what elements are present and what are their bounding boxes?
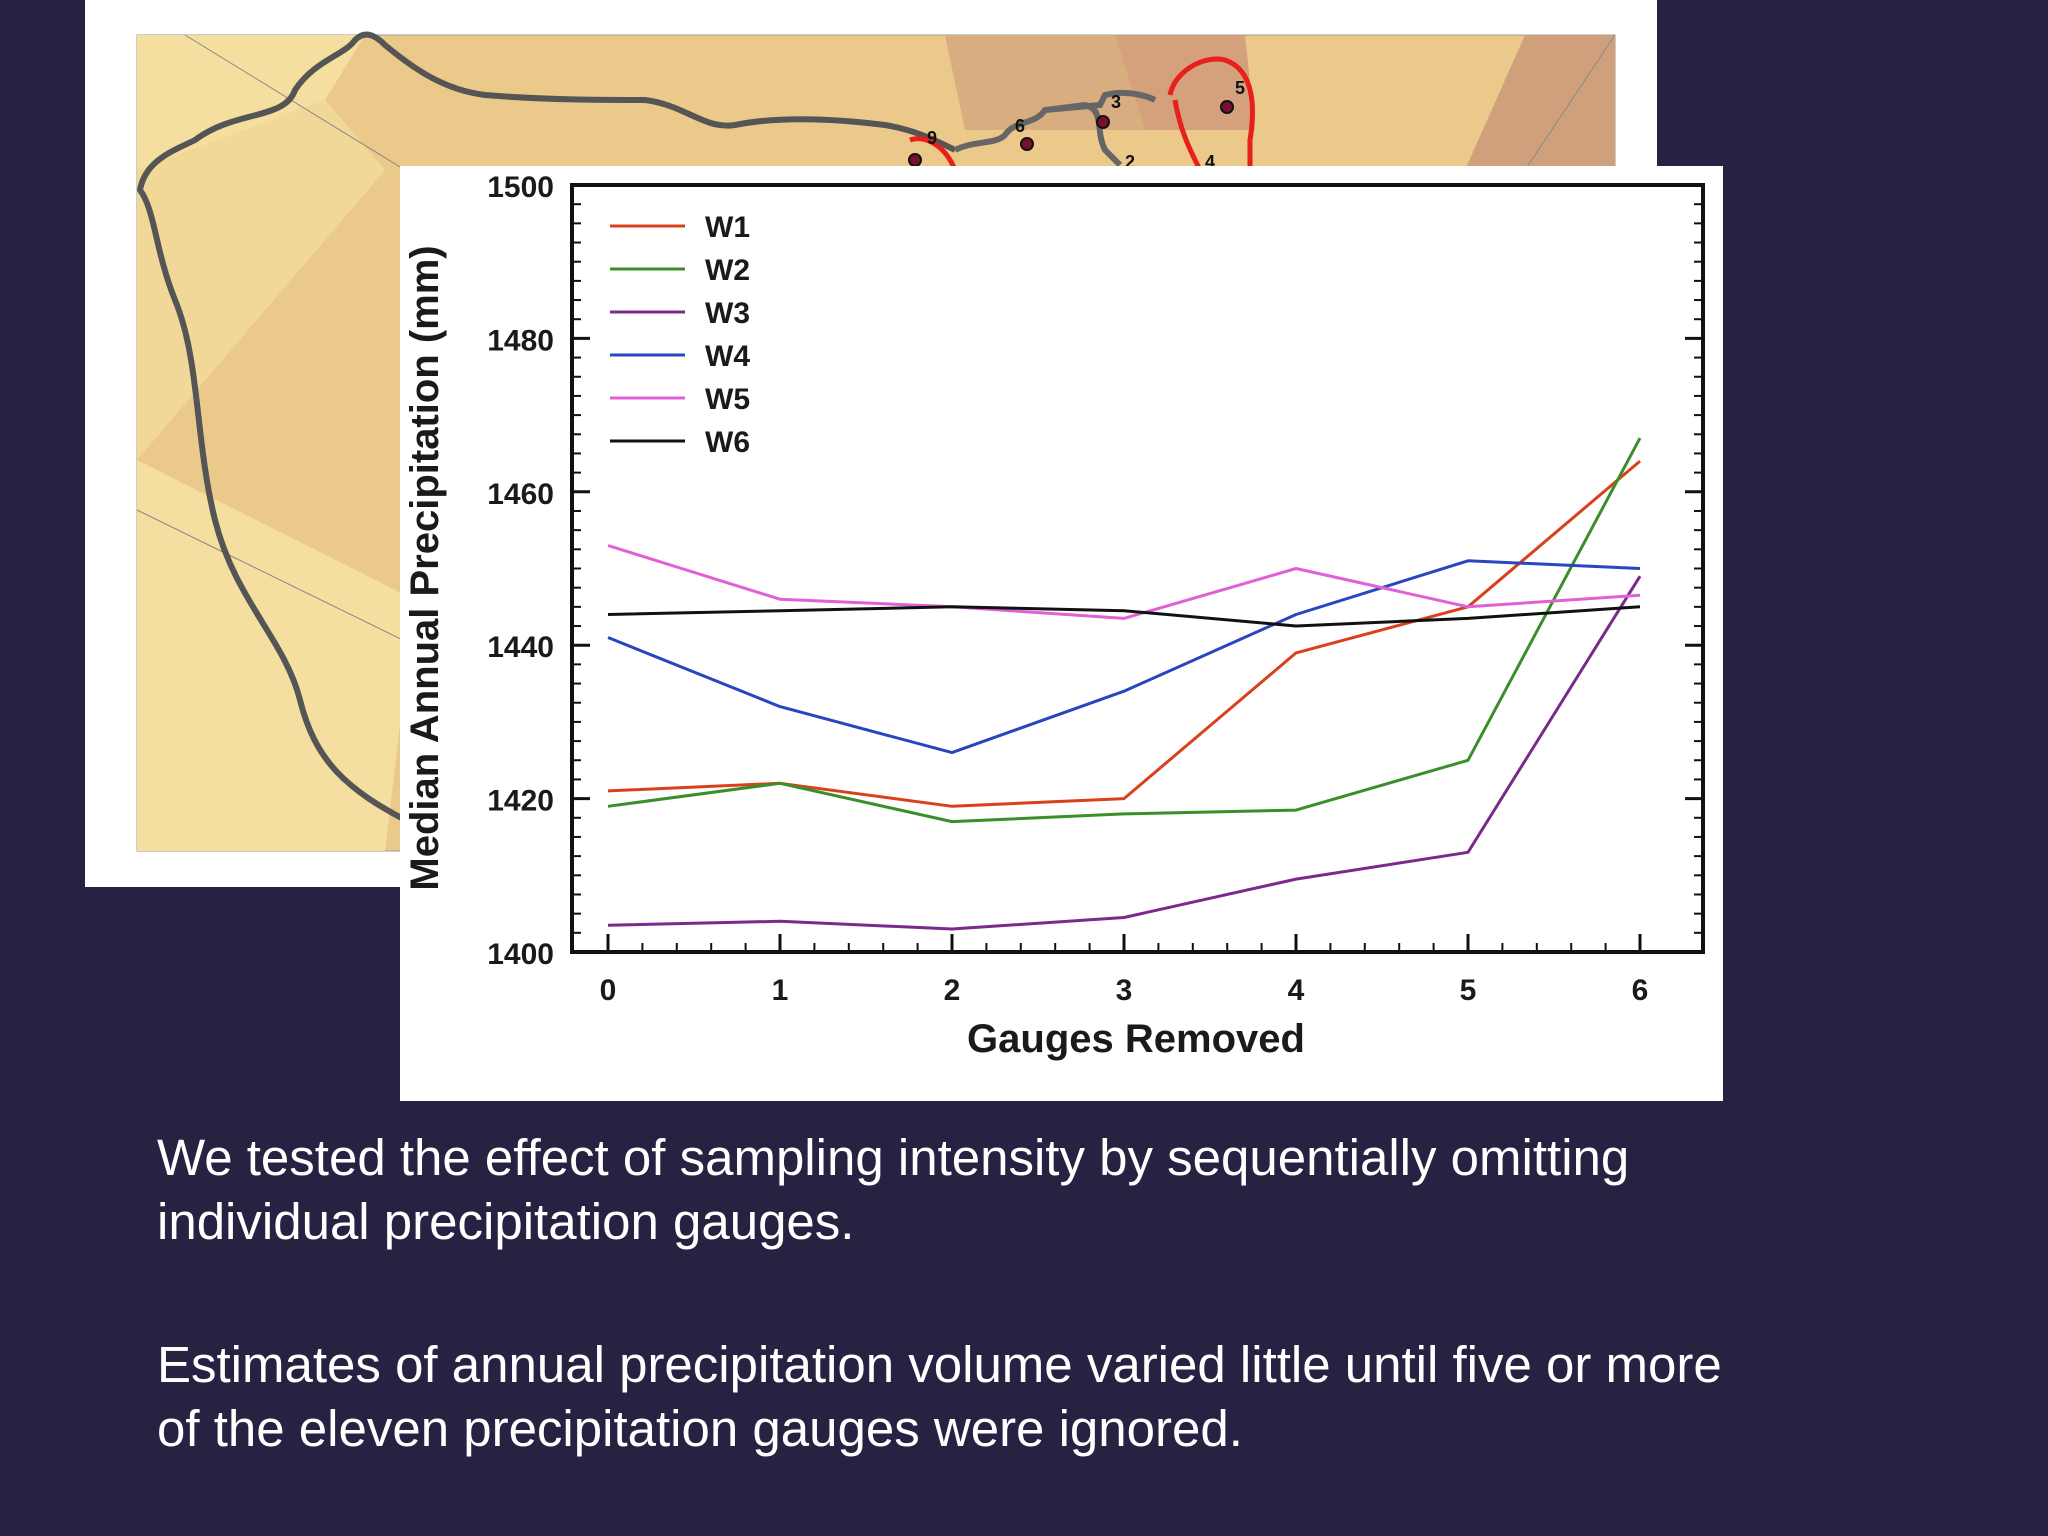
series-line-w3	[607, 575, 1642, 931]
gauge-point-9	[908, 153, 922, 167]
legend-label-w3: W3	[705, 297, 750, 330]
paragraph-estimates-line-2: of the eleven precipitation gauges were …	[157, 1400, 1243, 1457]
x-axis-label: Gauges Removed	[967, 1017, 1305, 1061]
map-region-light-3	[137, 460, 415, 851]
y-tick-label: 1460	[487, 478, 554, 511]
x-tick-label: 5	[1460, 974, 1477, 1007]
series-line-w4	[607, 559, 1641, 755]
gauge-point-6	[1020, 137, 1034, 151]
y-axis: 1400 1420 1440 1460 1480 1500	[487, 171, 1703, 971]
paragraph-sampling-line-2: individual precipitation gauges.	[157, 1193, 855, 1250]
legend-label-w6: W6	[705, 426, 750, 459]
gauge-label-9: 9	[927, 128, 937, 148]
legend-label-w4: W4	[705, 340, 750, 373]
map-road-2	[184, 34, 406, 171]
gauge-label-3: 3	[1111, 92, 1121, 112]
legend-label-w1: W1	[705, 211, 750, 244]
legend-label-w2: W2	[705, 254, 750, 287]
x-tick-label: 2	[944, 974, 961, 1007]
watershed-boundary	[137, 31, 957, 828]
paragraph-estimates-line-1: Estimates of annual precipitation volume…	[157, 1336, 1722, 1393]
series-line-w6	[607, 605, 1641, 628]
y-tick-label: 1440	[487, 631, 554, 664]
map-region-dark-1	[945, 35, 1145, 130]
x-tick-label: 6	[1632, 974, 1649, 1007]
legend: W1 W2 W3 W4 W5 W6	[610, 211, 750, 459]
gauge-point-3	[1096, 115, 1110, 129]
gauge-label-5: 5	[1235, 78, 1245, 98]
watershed-red-5	[1167, 56, 1255, 172]
series-line-w2	[607, 437, 1642, 824]
gauge-label-2: 2	[1125, 152, 1135, 172]
x-axis: 0 1 2 3 4 5 6	[600, 934, 1649, 1007]
series-lines	[607, 437, 1642, 931]
x-tick-label: 1	[772, 974, 789, 1007]
y-tick-label: 1400	[487, 938, 554, 971]
x-tick-label: 4	[1288, 974, 1305, 1007]
x-tick-label: 3	[1116, 974, 1133, 1007]
x-tick-label: 0	[600, 974, 617, 1007]
y-axis-label: Median Annual Precipitation (mm)	[403, 245, 447, 890]
paragraph-sampling: We tested the effect of sampling intensi…	[157, 1126, 1917, 1254]
gauge-label-4: 4	[1205, 152, 1215, 172]
gauge-point-5	[1220, 100, 1234, 114]
y-tick-label: 1420	[487, 785, 554, 818]
y-tick-label: 1500	[487, 171, 554, 204]
map-road-3	[1524, 34, 1616, 171]
map-region-light-2	[137, 100, 385, 460]
y-tick-label: 1480	[487, 324, 554, 357]
paragraph-estimates: Estimates of annual precipitation volume…	[157, 1333, 1917, 1461]
watershed-red-9	[909, 136, 958, 171]
map-region-dark-3	[1465, 35, 1615, 170]
paragraph-sampling-line-1: We tested the effect of sampling intensi…	[157, 1129, 1630, 1186]
map-region-light	[137, 35, 365, 170]
legend-label-w5: W5	[705, 383, 750, 416]
gauge-label-6: 6	[1015, 116, 1025, 136]
series-line-w5	[607, 544, 1641, 620]
